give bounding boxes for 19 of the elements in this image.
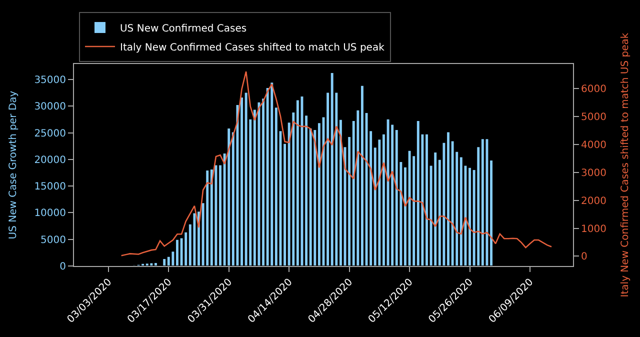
y2-axis-title: Italy New Confirmed Cases shifted to match US peak xyxy=(620,32,631,298)
y-tick-label: 30000 xyxy=(34,102,66,113)
y-tick-label: 10000 xyxy=(34,208,66,220)
y2-tick-label: 2000 xyxy=(581,196,606,207)
y2-tick-label: 1000 xyxy=(581,224,606,235)
y-tick-label: 25000 xyxy=(34,128,66,140)
legend-label: US New Confirmed Cases xyxy=(120,23,247,34)
y-tick-label: 20000 xyxy=(34,154,66,166)
y2-tick-label: 4000 xyxy=(581,140,606,151)
y-axis-title: US New Case Growth per Day xyxy=(8,90,20,240)
legend-label: Italy New Confirmed Cases shifted to match US peak xyxy=(120,42,385,54)
y2-tick-label: 6000 xyxy=(581,84,606,96)
y-tick-label: 0 xyxy=(60,262,66,272)
y2-tick-label: 5000 xyxy=(581,112,606,124)
y2-tick-label: 0 xyxy=(581,252,588,263)
y-tick-label: 5000 xyxy=(40,234,66,246)
y-tick-label: 15000 xyxy=(34,182,66,193)
y2-tick-label: 3000 xyxy=(581,168,606,179)
y-tick-label: 35000 xyxy=(34,74,66,86)
